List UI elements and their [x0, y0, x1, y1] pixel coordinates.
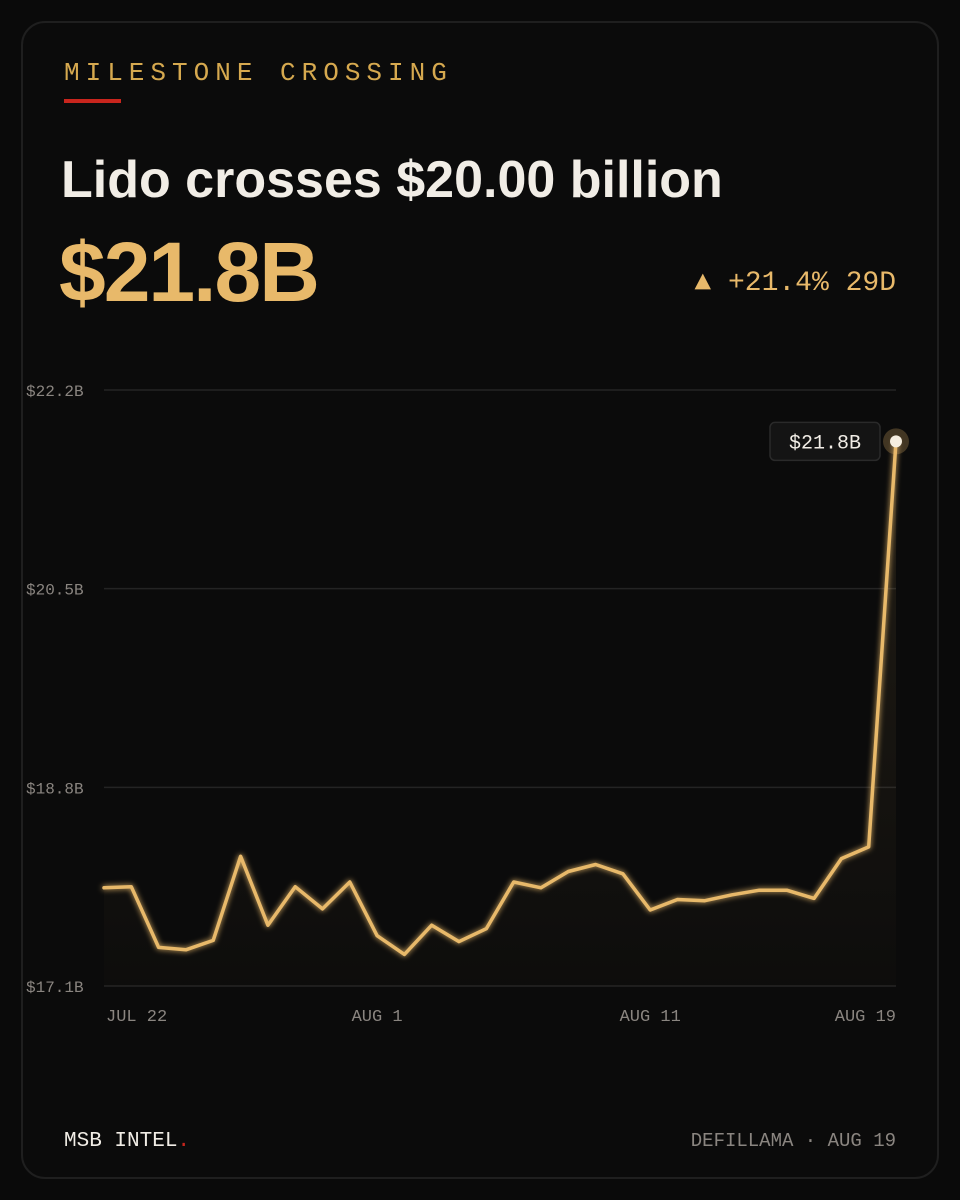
data-point-3: [184, 948, 188, 952]
data-point-2: [157, 945, 161, 949]
data-point-18: [594, 863, 598, 867]
data-point-22: [703, 899, 707, 903]
kicker-underline: [64, 99, 121, 103]
x-tick-label-0: JUL 22: [106, 1008, 167, 1027]
series-line: [102, 439, 898, 957]
data-point-12: [430, 923, 434, 927]
last-point-marker: [890, 435, 902, 448]
page-title: Lido crosses $20.00 billion: [61, 151, 723, 209]
data-point-26: [812, 896, 816, 900]
data-point-7: [293, 885, 297, 889]
data-point-17: [566, 870, 570, 874]
data-point-13: [457, 940, 461, 944]
brand-text: MSB INTEL: [64, 1130, 178, 1153]
last-value-label: $21.8B: [789, 432, 861, 455]
data-point-21: [676, 898, 680, 902]
data-point-20: [648, 908, 652, 912]
kicker-label: MILESTONE CROSSING: [64, 58, 453, 88]
current-value: $21.8B: [59, 225, 320, 319]
data-point-6: [266, 923, 270, 927]
y-tick-label-3: $17.1B: [26, 979, 84, 997]
data-point-24: [757, 888, 761, 892]
data-point-19: [621, 872, 625, 876]
y-tick-label-2: $18.8B: [26, 780, 84, 798]
data-point-8: [321, 907, 325, 911]
data-point-4: [211, 938, 215, 942]
x-tick-label-1: AUG 1: [352, 1008, 403, 1027]
y-tick-label-1: $20.5B: [26, 582, 84, 600]
data-point-27: [839, 857, 843, 861]
brand-label: MSB INTEL.: [64, 1130, 190, 1153]
y-tick-label-0: $22.2B: [26, 383, 84, 401]
data-point-1: [129, 885, 133, 889]
line-chart: $22.2B $20.5B $18.8B $17.1B JUL 22 AUG 1 AUG 1…: [26, 383, 909, 1027]
change-indicator: ▲ +21.4% 29D: [694, 268, 896, 299]
data-point-14: [484, 927, 488, 931]
data-point-15: [512, 880, 516, 884]
data-point-23: [730, 893, 734, 897]
data-point-5: [239, 854, 243, 858]
data-point-25: [785, 888, 789, 892]
data-point-11: [402, 952, 406, 956]
brand-dot: .: [177, 1130, 191, 1153]
data-point-0: [102, 886, 106, 890]
data-point-10: [375, 934, 379, 938]
source-label: DEFILLAMA · AUG 19: [690, 1130, 896, 1152]
data-point-16: [539, 886, 543, 890]
x-tick-label-3: AUG 19: [835, 1008, 896, 1027]
x-tick-label-2: AUG 11: [620, 1008, 681, 1027]
data-point-9: [348, 880, 352, 884]
series-area: [104, 441, 896, 986]
last-value-badge: [769, 421, 881, 462]
data-point-28: [867, 845, 871, 849]
